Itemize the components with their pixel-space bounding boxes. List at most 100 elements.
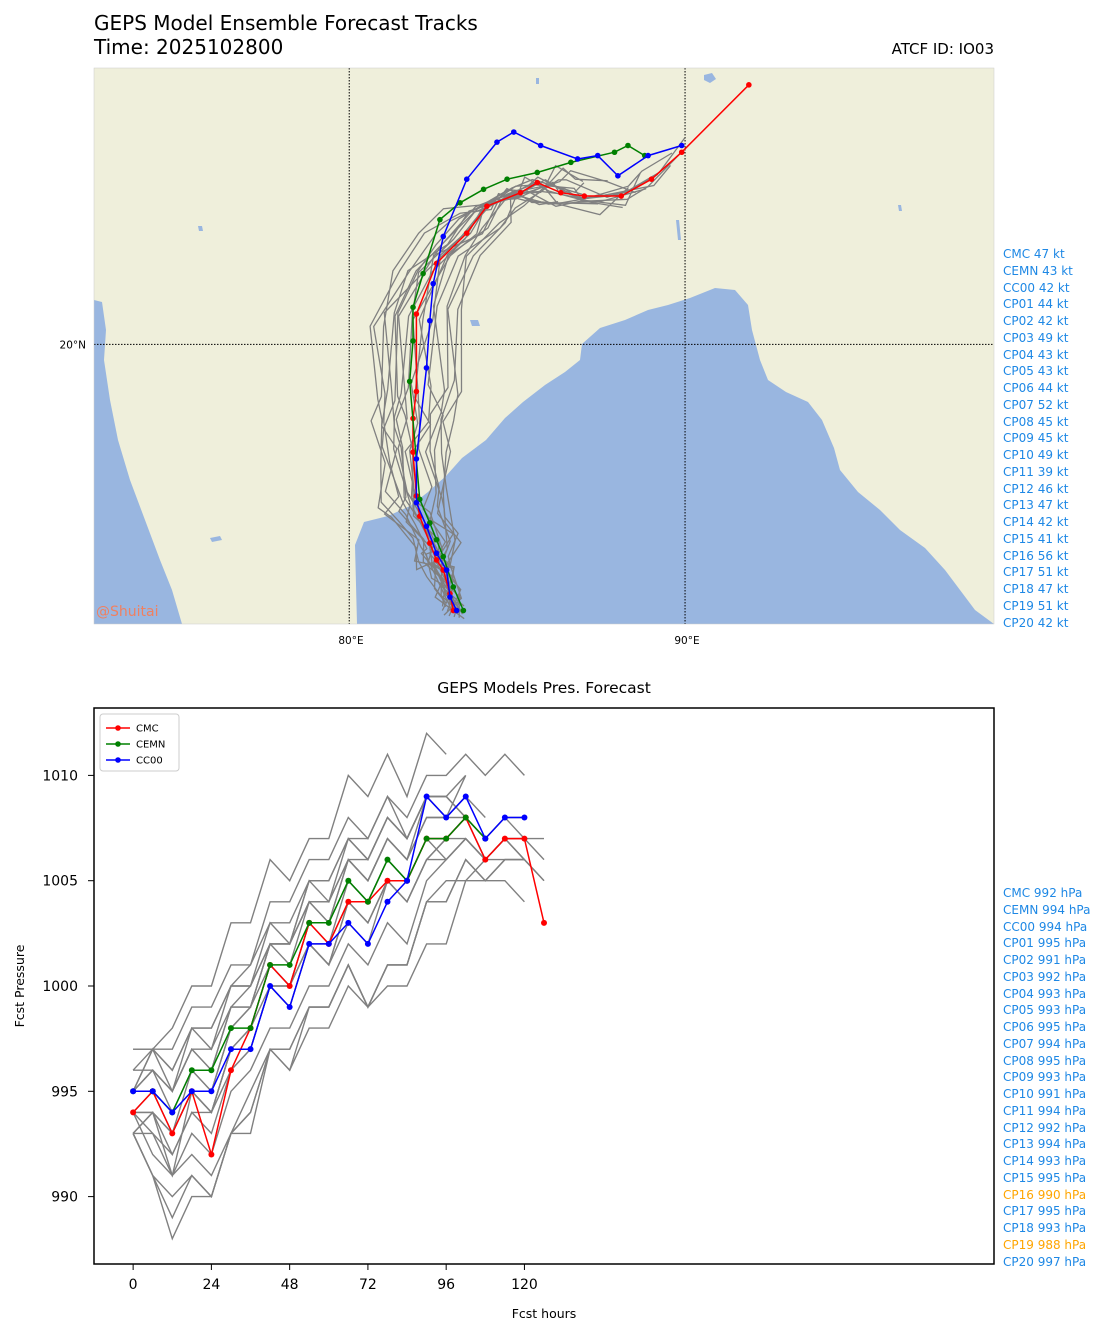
series-point-cc00 — [345, 919, 352, 926]
pressure-entry: CC00 994 hPa — [1003, 919, 1088, 934]
series-point-cc00 — [267, 983, 274, 989]
y-tick-label: 995 — [51, 1084, 78, 1100]
series-point-cemn — [364, 898, 371, 905]
series-point-cmc — [188, 1088, 195, 1095]
legend-label-cc00: CC00 — [136, 756, 163, 767]
track-point-cmc — [433, 557, 440, 563]
series-point-cmc — [384, 877, 391, 884]
y-tick-label: 1010 — [42, 768, 78, 784]
y-tick-label: 1005 — [42, 874, 78, 890]
legend-label-cemn: CEMN — [136, 740, 165, 751]
intensity-entry: CP20 42 kt — [1003, 615, 1069, 630]
series-line-cp13 — [132, 816, 486, 1115]
series-point-cemn — [482, 835, 489, 842]
intensity-entry: CP16 56 kt — [1003, 548, 1069, 563]
series-point-cc00 — [521, 814, 528, 821]
intensity-entry: CP10 49 kt — [1003, 448, 1069, 462]
track-point-cmc — [484, 203, 490, 209]
series-point-cmc — [306, 919, 313, 926]
forecast-time: Time: 2025102800 — [94, 35, 284, 59]
series-point-cc00 — [364, 940, 371, 947]
legend: CMC CEMN CC00 — [99, 713, 180, 772]
lat-label-20n: 20°N — [60, 339, 86, 351]
track-point-cmc — [581, 193, 588, 199]
track-point-cc00 — [440, 233, 447, 240]
series-line-cmc — [132, 816, 545, 1158]
series-point-cc00 — [208, 1088, 215, 1095]
track-point-cmc — [413, 388, 420, 395]
series-point-cemn — [247, 1025, 254, 1032]
pressure-entry: CP17 995 hPa — [1003, 1204, 1087, 1219]
intensity-entry: CP07 52 kt — [1003, 397, 1069, 412]
legend-marker-cemn — [115, 741, 121, 747]
series-point-cmc — [130, 1109, 137, 1116]
track-point-cemn — [460, 607, 467, 614]
series-line-cp05 — [132, 816, 525, 1178]
series-point-cemn — [325, 919, 332, 926]
series-point-cmc — [443, 835, 450, 842]
series-point-cemn — [345, 877, 352, 884]
intensity-entry: CEMN 43 kt — [1003, 263, 1073, 278]
series-line-cp09 — [133, 837, 486, 1156]
series-line-cp15 — [133, 795, 486, 1093]
series-point-cemn — [130, 1088, 137, 1095]
pressure-entry: CP07 994 hPa — [1003, 1036, 1087, 1051]
x-tick-label: 24 — [202, 1277, 220, 1293]
atcf-id: ATCF ID: IO03 — [891, 40, 994, 58]
x-tick-label: 72 — [359, 1277, 377, 1293]
track-point-cc00 — [430, 280, 436, 287]
series-point-cc00 — [501, 814, 508, 821]
series-line-cp16 — [132, 858, 545, 1241]
inland-lake — [536, 78, 539, 84]
pressure-entry: CP12 992 hPa — [1003, 1120, 1087, 1135]
series-point-cmc — [541, 919, 547, 926]
pressure-entry: CP04 993 hPa — [1003, 986, 1087, 1001]
track-point-cc00 — [494, 139, 500, 145]
series-line-cp14 — [133, 816, 525, 1135]
intensity-entry: CP02 42 kt — [1003, 314, 1069, 328]
pressure-entry: CP19 988 hPa — [1003, 1237, 1087, 1252]
pressure-entry: CP15 995 hPa — [1003, 1170, 1087, 1185]
track-point-cc00 — [463, 176, 470, 182]
member-track-cp18 — [427, 137, 686, 605]
series-line-cp12 — [132, 816, 525, 1135]
series-point-cemn — [404, 877, 411, 884]
member-tracks — [369, 137, 686, 620]
series-point-cemn — [384, 856, 391, 863]
series-point-cc00 — [462, 793, 469, 800]
map-frame — [93, 67, 995, 625]
inland-lake — [198, 226, 203, 231]
intensity-entry: CP17 51 kt — [1003, 565, 1069, 580]
series-point-cmc — [267, 961, 274, 968]
member-track-cp10 — [370, 190, 599, 615]
series-line-cc00 — [133, 794, 525, 1114]
series-line-cp06 — [132, 794, 486, 1093]
series-line-cp20 — [133, 795, 467, 1072]
track-point-cmc — [648, 176, 655, 182]
series-line-cp01 — [133, 731, 447, 1050]
track-point-cc00 — [574, 156, 581, 162]
intensity-entry: CP15 41 kt — [1003, 531, 1069, 546]
track-point-cc00 — [427, 317, 433, 324]
series-point-cmc — [423, 835, 430, 842]
track-point-cmc — [618, 193, 625, 199]
track-point-cmc — [517, 189, 524, 196]
series-line-cp08 — [132, 774, 467, 1072]
series-point-cc00 — [227, 1046, 234, 1053]
series-point-cemn — [208, 1067, 215, 1074]
series-point-cemn — [423, 835, 430, 842]
pressure-entry: CP14 993 hPa — [1003, 1154, 1087, 1168]
track-point-cc00 — [537, 142, 544, 149]
track-point-cc00 — [594, 152, 601, 159]
intensity-entry: CC00 42 kt — [1003, 280, 1070, 295]
series-point-cmc — [521, 835, 528, 842]
track-point-cemn — [457, 199, 463, 206]
series-point-cc00 — [482, 835, 489, 842]
track-point-cc00 — [453, 607, 460, 614]
series-point-cemn — [149, 1088, 156, 1095]
x-tick-label: 0 — [129, 1277, 138, 1293]
pressure-entry: CP02 991 hPa — [1003, 953, 1087, 967]
track-point-cc00 — [413, 499, 420, 506]
track-point-cc00 — [413, 456, 420, 462]
intensity-entry: CP11 39 kt — [1003, 464, 1069, 479]
